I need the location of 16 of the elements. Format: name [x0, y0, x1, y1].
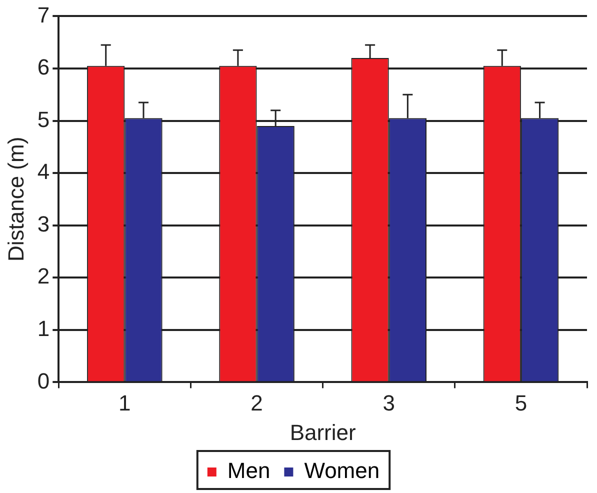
x-axis-title: Barrier — [290, 420, 356, 445]
y-tick-label: 0 — [37, 368, 50, 394]
y-tick-label: 7 — [37, 2, 50, 28]
y-tick-label: 4 — [37, 159, 50, 184]
x-tick-label: 5 — [514, 390, 528, 416]
y-tick-label: 6 — [37, 54, 50, 80]
x-tick-label: 2 — [250, 390, 263, 416]
y-tick-label: 3 — [37, 211, 50, 236]
x-tick-label: 1 — [118, 390, 131, 416]
y-tick-label: 2 — [37, 264, 50, 289]
x-tick-label: 3 — [382, 390, 395, 416]
legend-label: Women — [304, 458, 380, 484]
y-axis-title: Distance (m) — [3, 136, 28, 262]
y-tick-label: 5 — [37, 106, 50, 132]
y-tick-label: 1 — [37, 316, 50, 341]
legend-label: Men — [227, 458, 270, 484]
